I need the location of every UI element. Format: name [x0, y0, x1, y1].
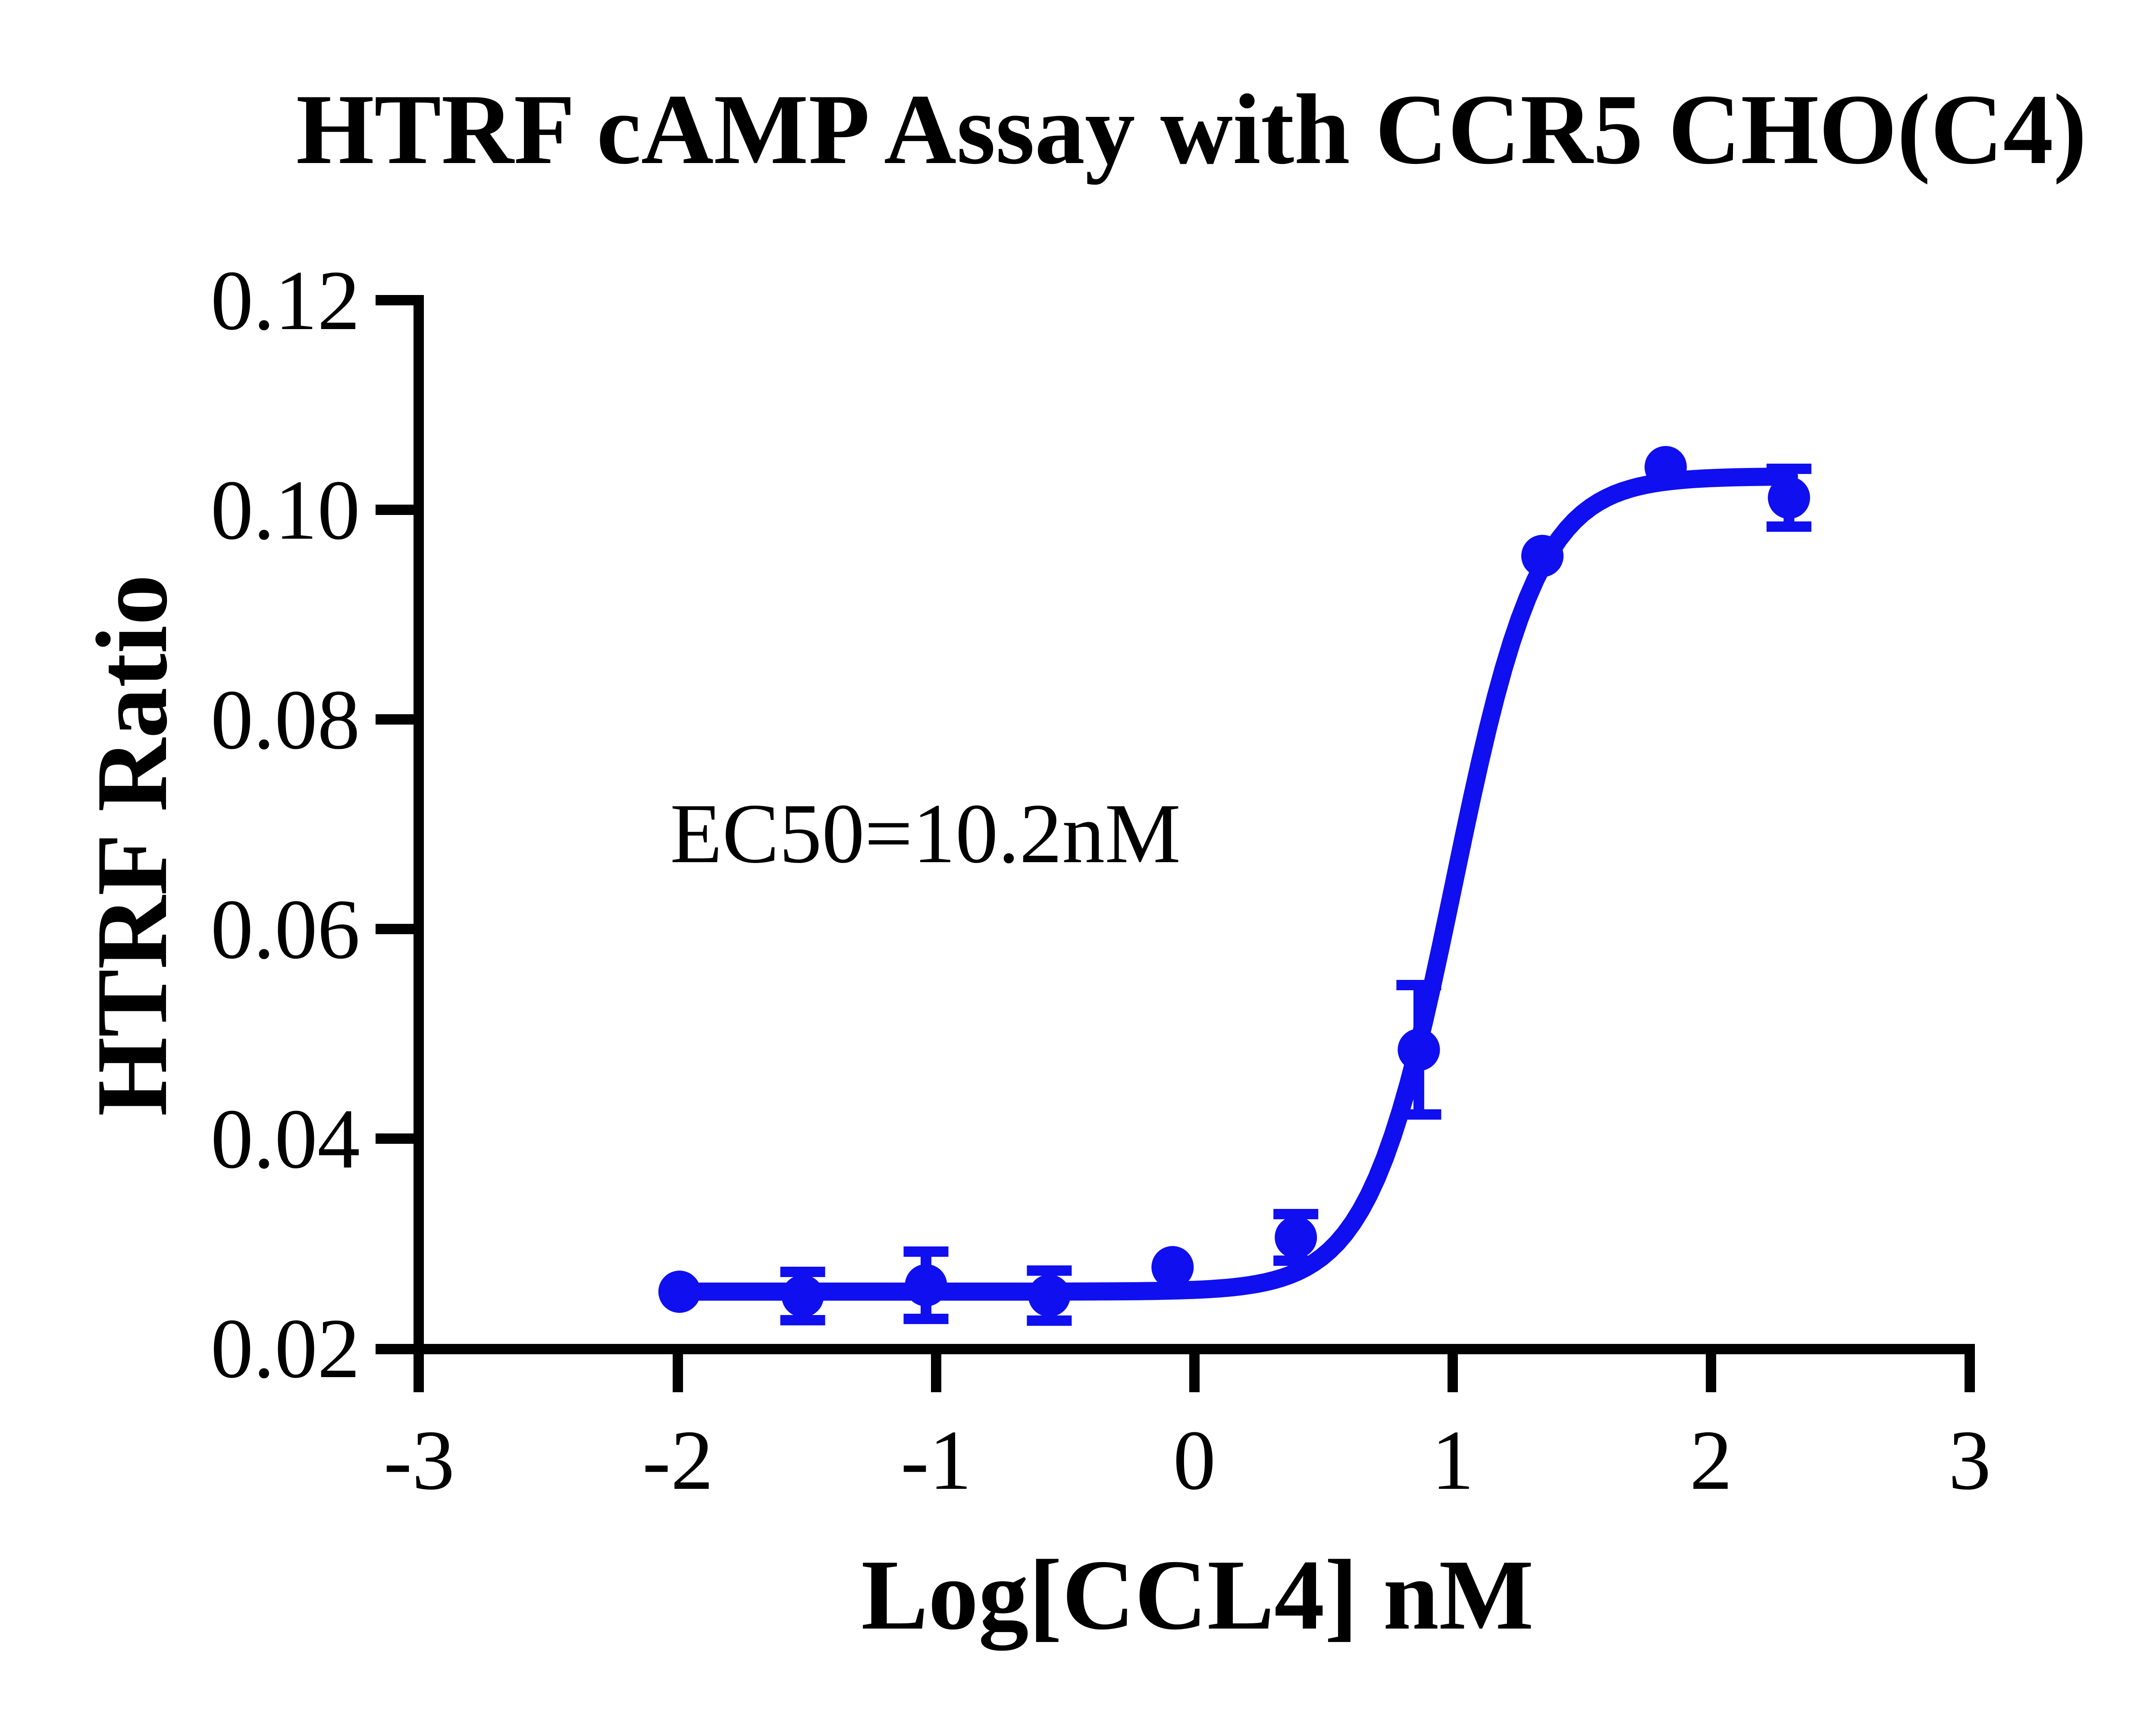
- svg-text:0.12: 0.12: [211, 253, 360, 348]
- svg-text:-3: -3: [384, 1413, 455, 1507]
- svg-text:HTRF cAMP Assay with CCR5 CHO(: HTRF cAMP Assay with CCR5 CHO(C4): [296, 74, 2087, 185]
- svg-text:EC50=10.2nM: EC50=10.2nM: [670, 786, 1181, 881]
- svg-text:0.10: 0.10: [211, 463, 360, 557]
- svg-text:-1: -1: [901, 1413, 972, 1507]
- svg-text:1: 1: [1432, 1413, 1474, 1507]
- svg-text:3: 3: [1949, 1413, 1991, 1507]
- svg-text:0.02: 0.02: [211, 1301, 360, 1396]
- svg-text:0.06: 0.06: [211, 882, 360, 976]
- svg-text:0: 0: [1173, 1413, 1216, 1507]
- svg-text:HTRF Ratio: HTRF Ratio: [76, 574, 188, 1116]
- svg-text:2: 2: [1690, 1413, 1733, 1507]
- svg-text:Log[CCL4] nM: Log[CCL4] nM: [861, 1539, 1534, 1651]
- svg-text:0.08: 0.08: [211, 672, 360, 767]
- svg-text:-2: -2: [642, 1413, 714, 1507]
- svg-text:0.04: 0.04: [211, 1092, 360, 1186]
